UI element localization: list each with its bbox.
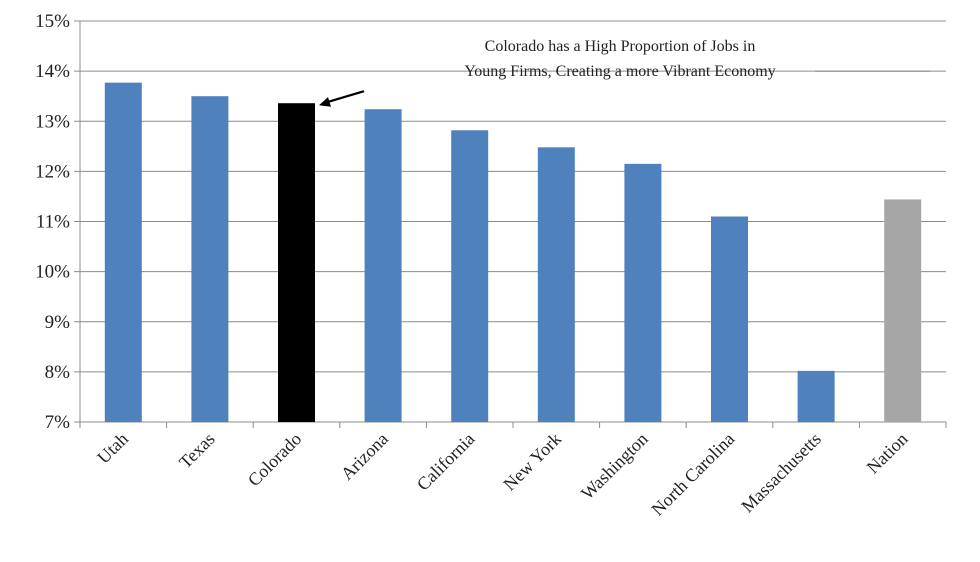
- y-tick-label: 10%: [35, 262, 70, 283]
- bars: [104, 82, 922, 422]
- x-tick-label: Texas: [175, 429, 219, 473]
- y-tick-labels: 7% 8% 9% 10% 11% 12% 13% 14% 15%: [35, 11, 70, 433]
- bar-north-carolina: [711, 216, 748, 422]
- y-tick-label: 11%: [36, 212, 70, 233]
- bar-utah: [104, 82, 142, 422]
- x-tick-label: California: [413, 429, 479, 495]
- bar-texas: [191, 96, 229, 422]
- x-tick-label: Arizona: [337, 429, 392, 484]
- bar-california: [451, 130, 489, 422]
- x-tick-labels: Utah Texas Colorado Arizona California New Yo…: [93, 429, 911, 520]
- y-tick-label: 13%: [35, 111, 70, 132]
- bar-washington: [624, 163, 662, 422]
- bar-colorado: [278, 103, 315, 422]
- annotation-line-2: Young Firms, Creating a more Vibrant Eco…: [464, 63, 775, 80]
- bar-new-york: [537, 147, 575, 422]
- y-tick-label: 14%: [35, 61, 70, 82]
- y-tick-label: 15%: [35, 11, 70, 32]
- y-tick-label: 9%: [45, 312, 71, 333]
- x-tick-label: Massachusetts: [737, 429, 825, 517]
- bar-arizona: [364, 109, 402, 422]
- x-tick-label: Utah: [93, 429, 132, 468]
- annotation-arrow-shaft: [326, 90, 365, 104]
- bar-nation: [884, 199, 922, 422]
- annotation-line-1: Colorado has a High Proportion of Jobs i…: [485, 38, 756, 55]
- x-tick-label: Colorado: [244, 429, 306, 491]
- x-tick-label: Nation: [863, 429, 912, 478]
- y-tick-label: 8%: [45, 362, 71, 383]
- bar-massachusetts: [797, 370, 835, 422]
- x-tick-label: Washington: [577, 429, 652, 504]
- y-tick-label: 7%: [45, 412, 71, 433]
- annotation: Colorado has a High Proportion of Jobs i…: [319, 38, 930, 107]
- y-tick-label: 12%: [35, 161, 70, 182]
- x-tick-label: North Carolina: [647, 429, 738, 520]
- annotation-arrow-head: [319, 97, 331, 107]
- x-tick-label: New York: [499, 429, 565, 495]
